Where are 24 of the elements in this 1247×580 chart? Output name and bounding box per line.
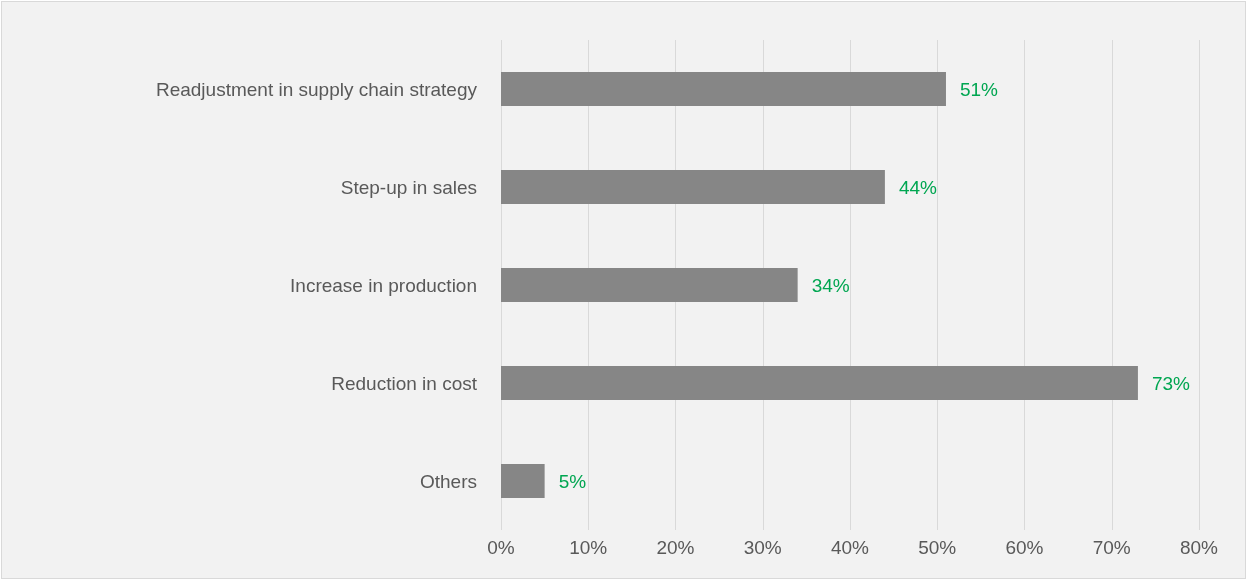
data-label: 44% (898, 176, 938, 198)
x-tick-label: 30% (743, 537, 782, 558)
x-tick-label: 10% (569, 537, 608, 558)
y-tick-label: Others (419, 470, 477, 492)
data-label: 51% (959, 78, 999, 100)
data-label: 34% (811, 274, 850, 296)
bar (501, 464, 545, 498)
bar (501, 72, 946, 106)
y-tick-label: Step-up in sales (340, 176, 477, 198)
x-tick-label: 80% (1179, 537, 1219, 558)
x-tick-label: 0% (487, 537, 515, 558)
x-tick-label: 40% (830, 537, 870, 558)
y-tick-label: Increase in production (290, 274, 477, 296)
data-label: 73% (1151, 372, 1191, 394)
x-tick-label: 20% (656, 537, 695, 558)
bar (501, 170, 885, 204)
bar (501, 366, 1138, 400)
x-tick-label: 60% (1005, 537, 1044, 558)
data-label: 5% (558, 470, 587, 492)
bar (501, 268, 798, 302)
y-tick-label: Readjustment in supply chain strategy (155, 78, 478, 100)
y-tick-label: Reduction in cost (331, 372, 478, 394)
x-tick-label: 70% (1092, 537, 1131, 558)
x-tick-label: 50% (918, 537, 957, 558)
